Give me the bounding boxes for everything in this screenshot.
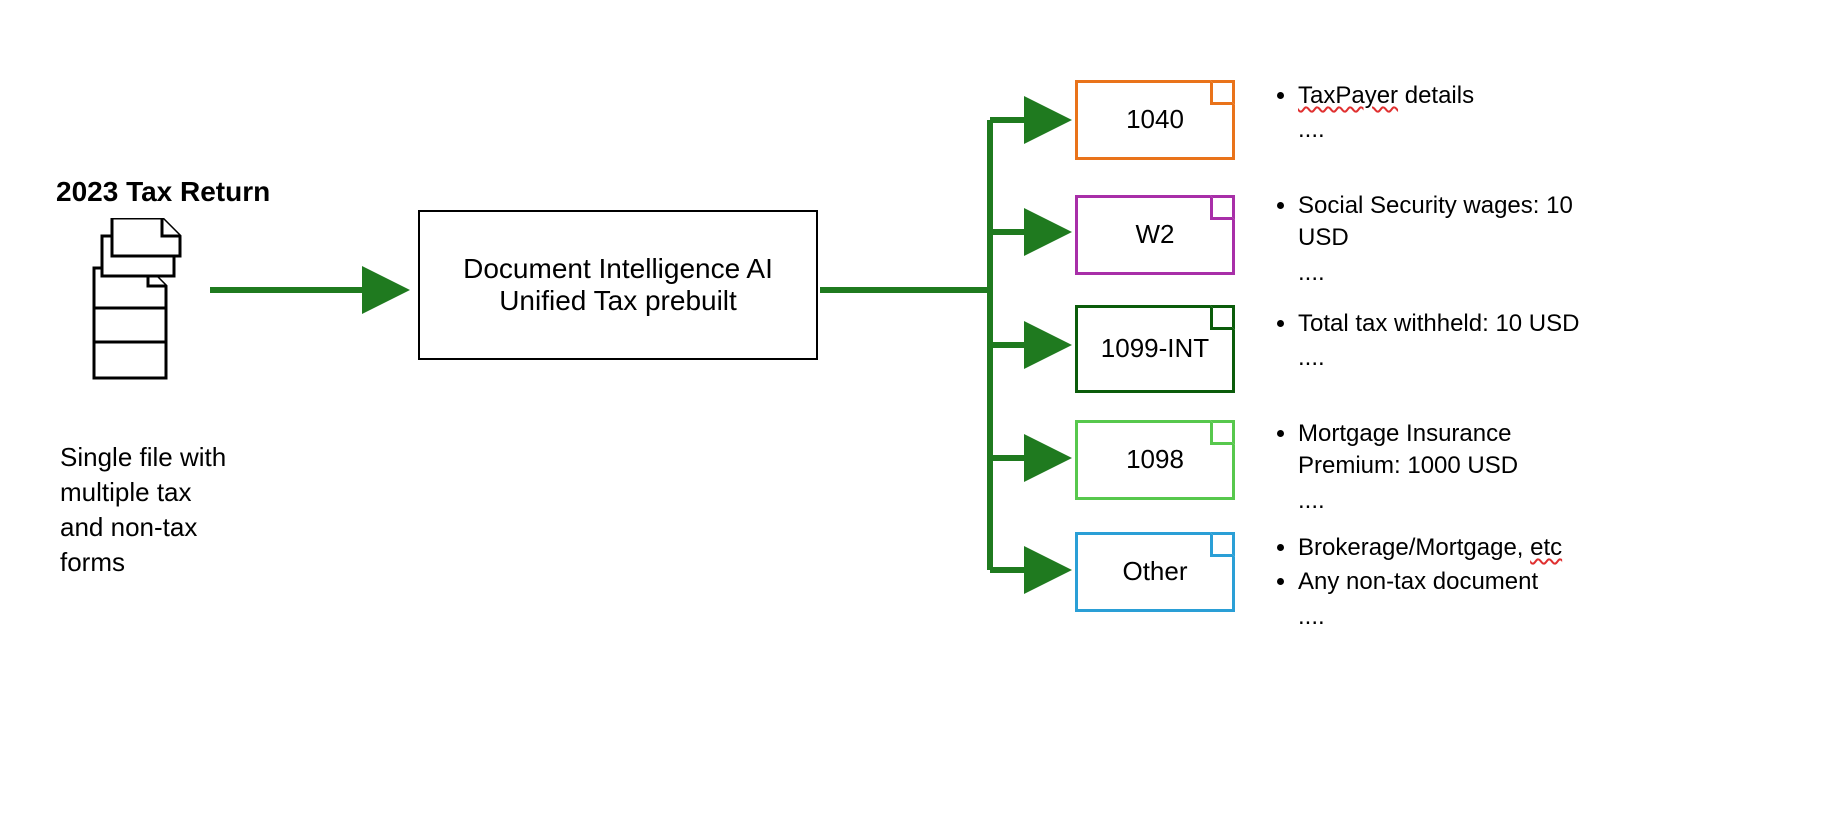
output-box-other: Other: [1075, 532, 1235, 612]
output-document-icon: 1040: [1075, 80, 1235, 160]
output-label: 1099-INT: [1101, 334, 1209, 364]
output-document-icon: 1098: [1075, 420, 1235, 500]
document-stack-icon: [90, 218, 200, 403]
ellipsis: ....: [1298, 114, 1580, 146]
output-document-icon: W2: [1075, 195, 1235, 275]
output-bullets-1099-int: Total tax withheld: 10 USD....: [1270, 308, 1580, 375]
processor-box: Document Intelligence AI Unified Tax pre…: [418, 210, 818, 360]
output-bullets-1040: TaxPayer details....: [1270, 80, 1580, 147]
processor-line1: Document Intelligence AI: [463, 253, 773, 285]
ellipsis: ....: [1298, 485, 1580, 517]
bullet-item: Total tax withheld: 10 USD: [1298, 308, 1580, 340]
bullet-item: Social Security wages: 10 USD: [1298, 190, 1580, 255]
output-label: 1098: [1126, 445, 1184, 475]
ellipsis: ....: [1298, 257, 1580, 289]
output-box-1040: 1040: [1075, 80, 1235, 160]
bullet-item: Brokerage/Mortgage, etc: [1298, 532, 1580, 564]
output-label: W2: [1136, 220, 1175, 250]
output-document-icon: Other: [1075, 532, 1235, 612]
output-bullets-other: Brokerage/Mortgage, etcAny non-tax docum…: [1270, 532, 1580, 633]
bullet-item: TaxPayer details: [1298, 80, 1580, 112]
input-title: 2023 Tax Return: [56, 176, 270, 208]
output-label: Other: [1122, 557, 1187, 587]
output-label: 1040: [1126, 105, 1184, 135]
processor-line2: Unified Tax prebuilt: [463, 285, 773, 317]
output-bullets-1098: Mortgage Insurance Premium: 1000 USD....: [1270, 418, 1580, 517]
output-box-w2: W2: [1075, 195, 1235, 275]
input-caption: Single file with multiple tax and non-ta…: [60, 440, 310, 580]
output-bullets-w2: Social Security wages: 10 USD....: [1270, 190, 1580, 289]
output-box-1099-int: 1099-INT: [1075, 305, 1235, 393]
ellipsis: ....: [1298, 342, 1580, 374]
ellipsis: ....: [1298, 601, 1580, 633]
bullet-item: Mortgage Insurance Premium: 1000 USD: [1298, 418, 1580, 483]
bullet-item: Any non-tax document: [1298, 566, 1580, 598]
output-box-1098: 1098: [1075, 420, 1235, 500]
output-document-icon: 1099-INT: [1075, 305, 1235, 393]
